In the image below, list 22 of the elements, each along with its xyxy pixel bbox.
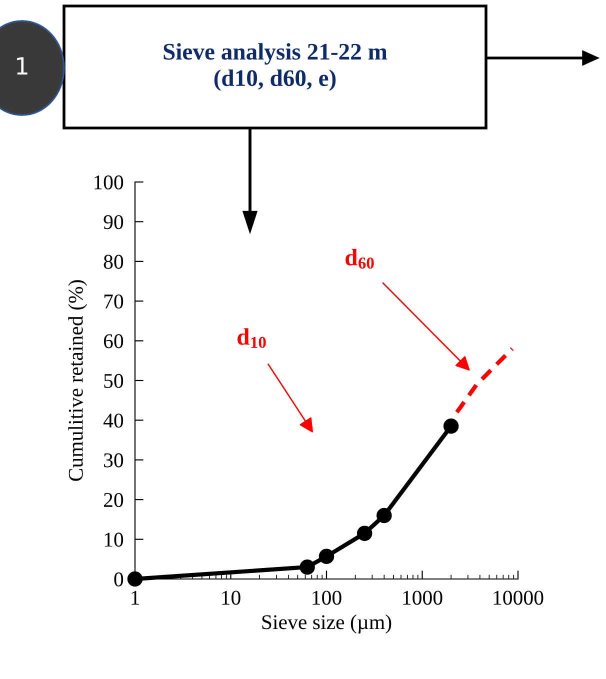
y-tick-label: 80	[104, 254, 124, 269]
text: 1	[17, 57, 28, 75]
y-tick-label: 90	[104, 215, 124, 230]
x-tick-label: 10000	[494, 590, 544, 605]
y-tick-label: 100	[94, 175, 124, 190]
y-tick-label: 30	[104, 453, 124, 468]
y-tick-label: 50	[104, 374, 124, 388]
y-tick-label: 70	[104, 294, 124, 309]
y-tick-label: 20	[104, 492, 124, 508]
x-tick-label: 1	[132, 590, 139, 605]
x-tick-label: 10	[222, 590, 240, 605]
chart-title: Sieve analysis 21-22 m (d10, d60, e)	[164, 43, 388, 91]
x-axis-title: Sieve size (µm)	[262, 614, 392, 634]
y-tick-label: 10	[104, 532, 124, 547]
x-tick-label: 100	[312, 590, 342, 605]
annotation: d$_{60}$	[346, 248, 374, 269]
y-tick-label: 0	[114, 572, 124, 586]
x-tick-label: 1000	[403, 590, 442, 605]
y-axis-title: Cumulitive retained (%)	[68, 280, 88, 481]
y-tick-label: 40	[103, 414, 124, 428]
annotation: d$_{10}$	[238, 328, 266, 348]
y-tick-label: 60	[104, 334, 124, 348]
